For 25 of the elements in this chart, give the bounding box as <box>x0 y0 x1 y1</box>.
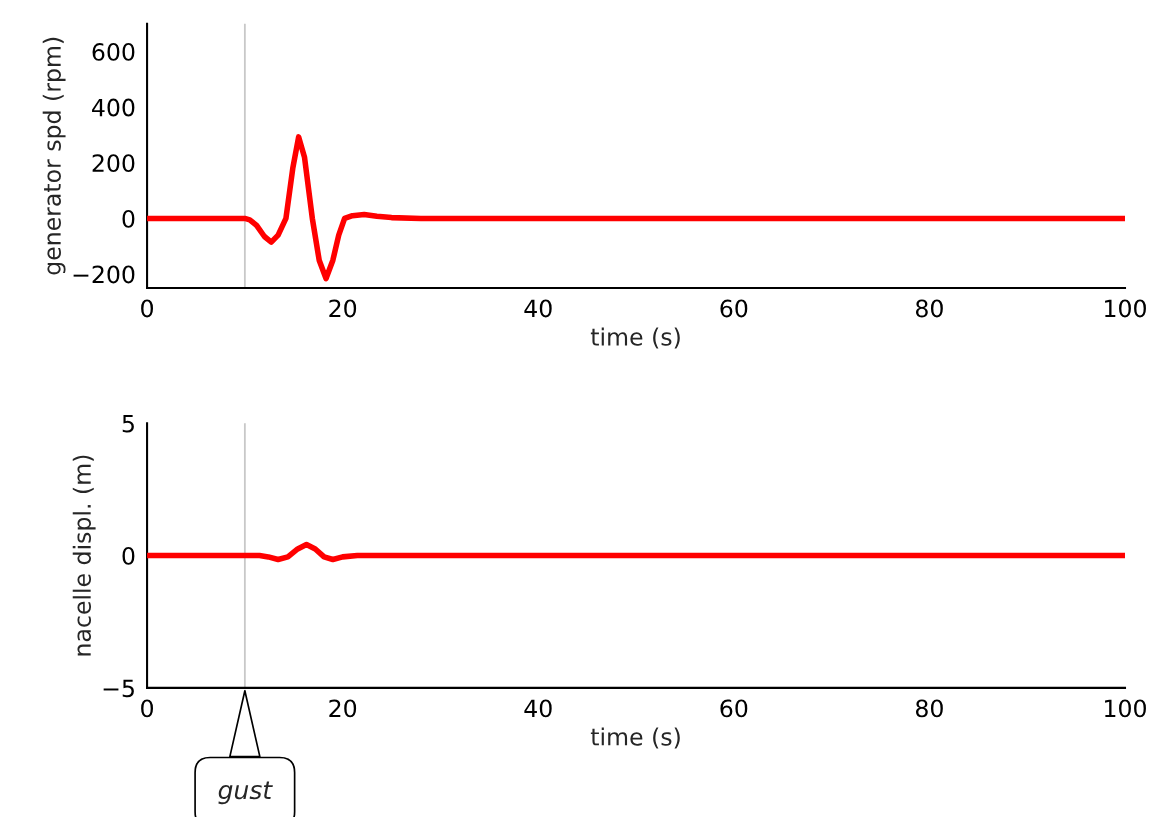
x-tick-label: 40 <box>524 699 552 718</box>
y-axis-title: nacelle displ. (m) <box>72 455 96 656</box>
x-tick-label: 40 <box>524 299 552 318</box>
annotation: gust <box>218 781 273 805</box>
x-tick-label: 60 <box>720 299 748 318</box>
y-tick-label: 0 <box>122 547 135 565</box>
x-tick-label: 60 <box>720 699 748 718</box>
x-tick-label: 0 <box>141 299 154 318</box>
x-tick-label: 80 <box>915 699 943 718</box>
x-axis-title: time (s) <box>590 327 680 349</box>
y-tick-label: 400 <box>92 98 135 117</box>
y-tick-label: 5 <box>122 414 134 433</box>
x-axis-title: time (s) <box>590 727 680 749</box>
x-tick-label: 100 <box>1105 699 1146 718</box>
x-tick-label: 20 <box>329 699 357 718</box>
y-axis-title: generator spd (rpm) <box>42 37 66 275</box>
x-tick-label: 20 <box>329 299 357 318</box>
y-tick-label: −5 <box>103 679 134 698</box>
y-tick-label: −200 <box>73 265 135 284</box>
x-tick-label: 0 <box>141 699 154 718</box>
y-tick-label: 200 <box>92 154 135 173</box>
x-tick-label: 80 <box>915 299 943 318</box>
y-tick-label: 0 <box>122 209 135 228</box>
y-tick-label: 600 <box>92 42 135 61</box>
x-tick-label: 100 <box>1105 299 1146 318</box>
